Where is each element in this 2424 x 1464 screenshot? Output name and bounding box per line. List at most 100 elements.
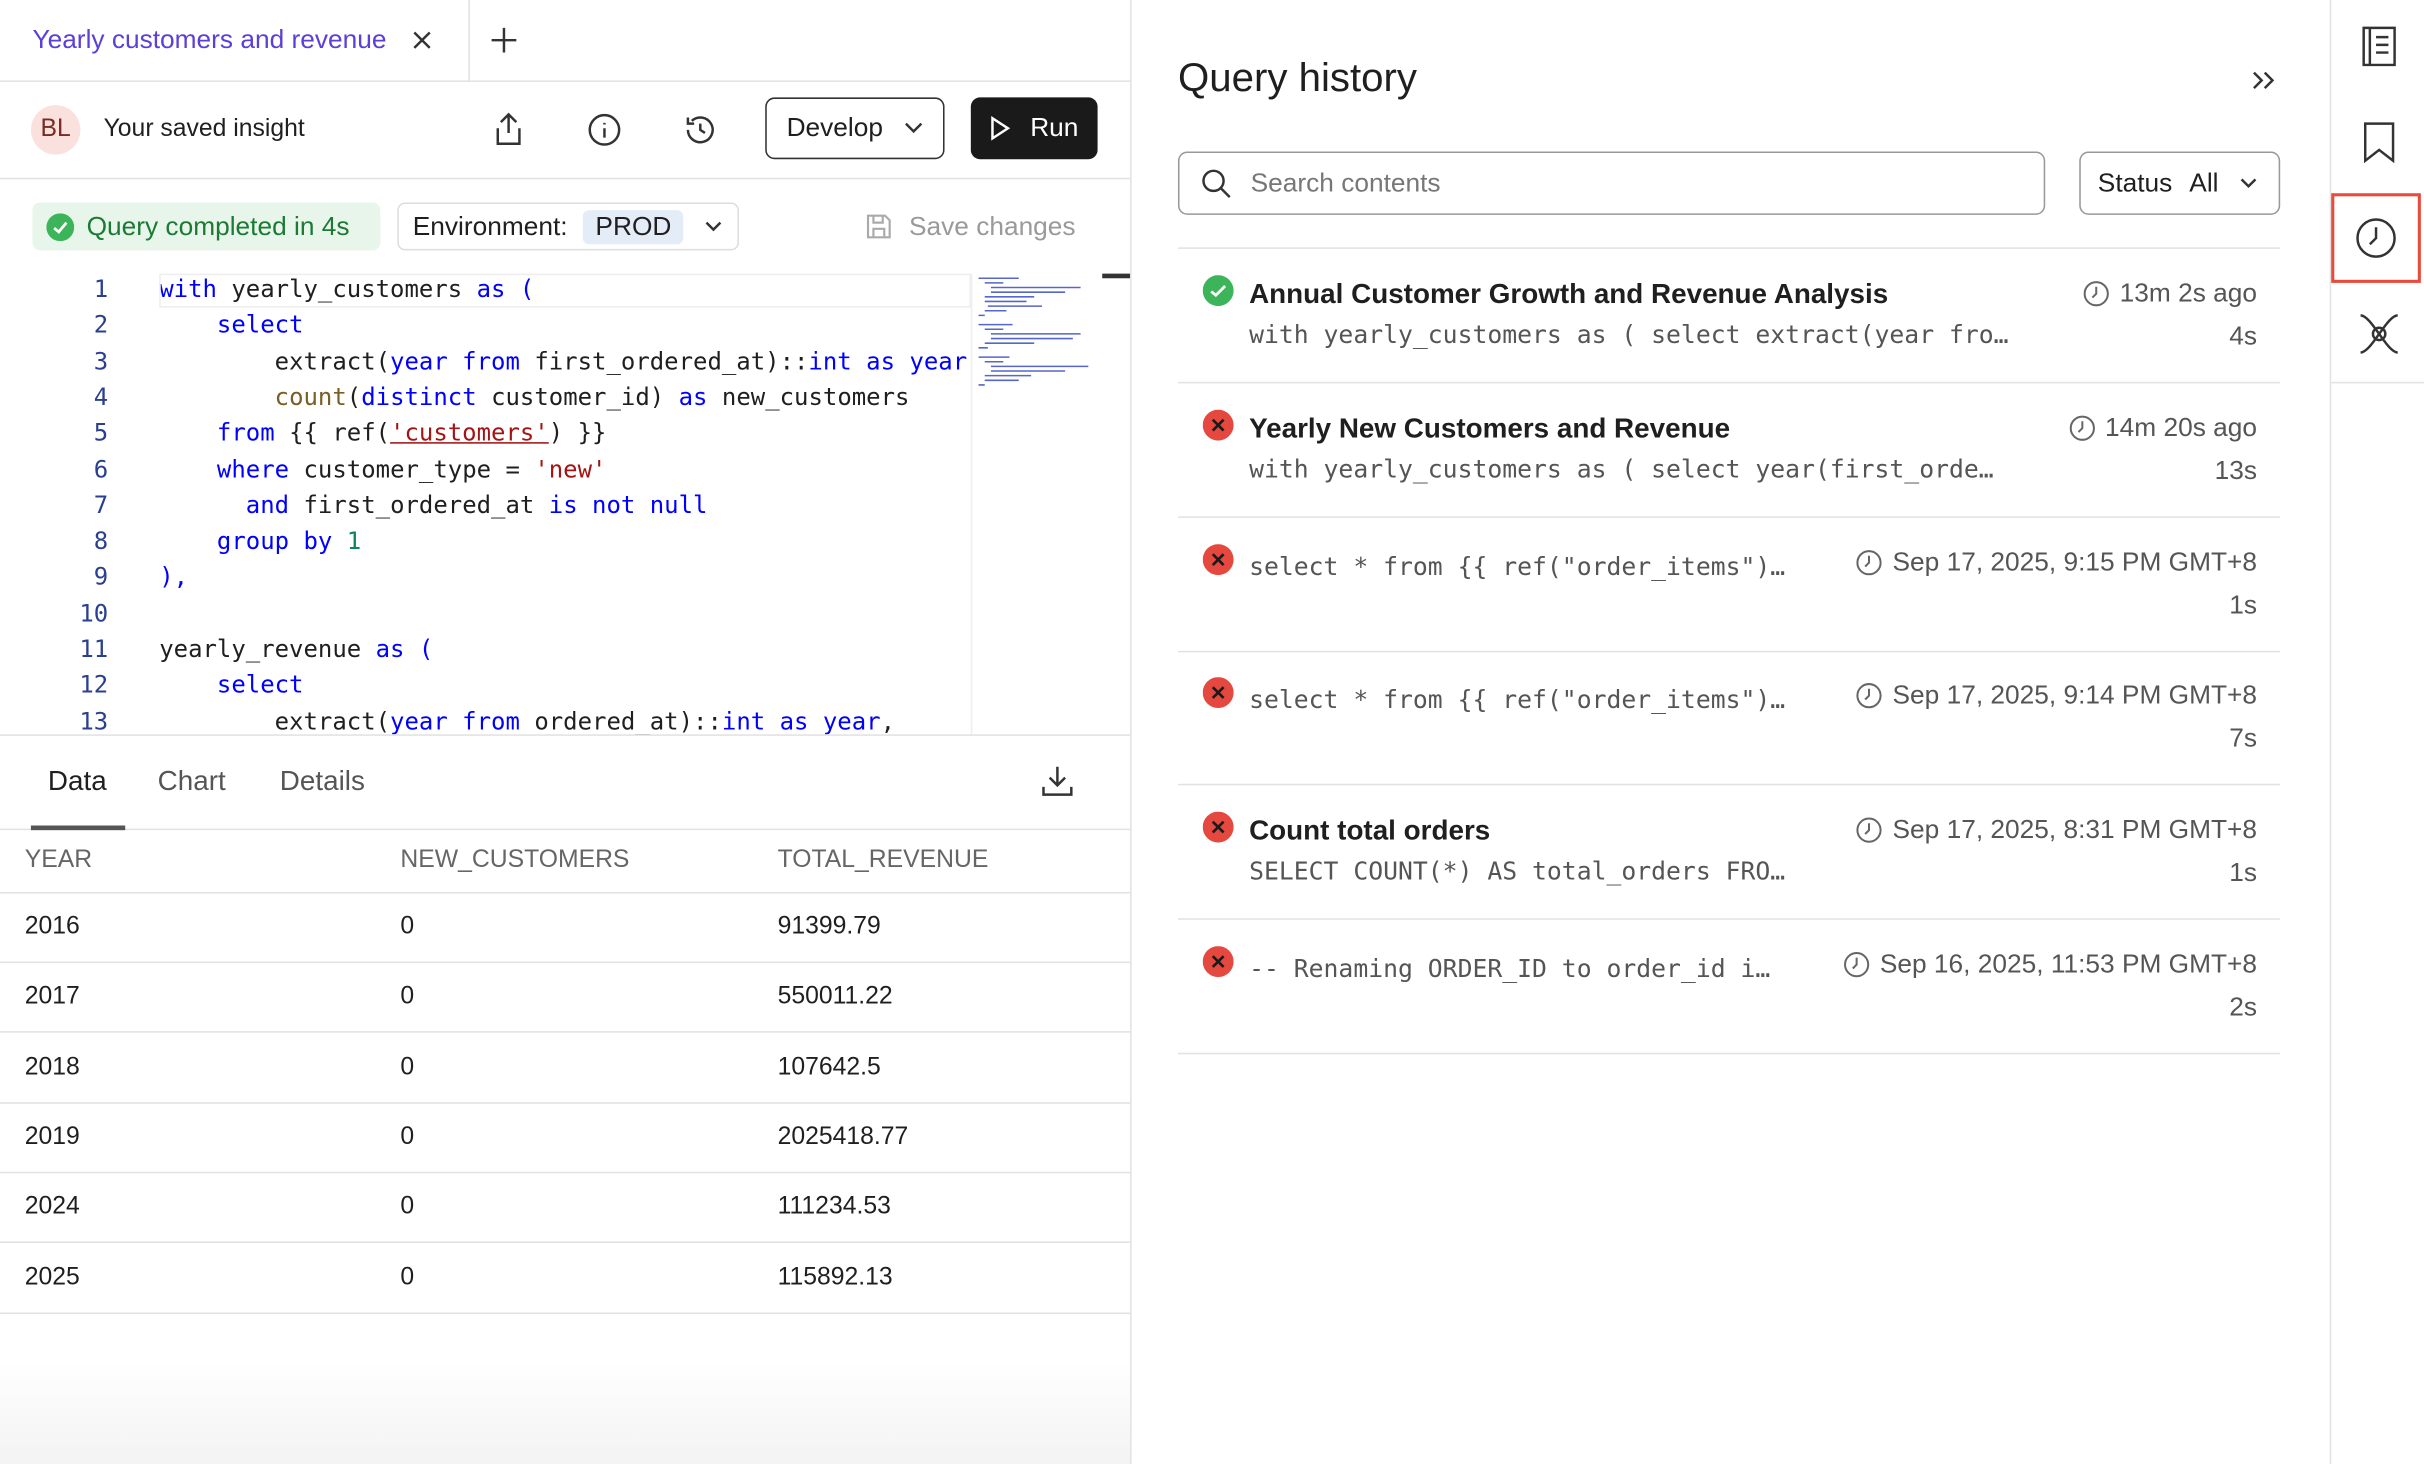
history-duration: 4s (2229, 321, 2258, 351)
history-duration: 13s (2214, 455, 2258, 486)
line-number: 5 (93, 419, 109, 448)
download-button[interactable] (1040, 764, 1074, 798)
version-history-button[interactable] (683, 113, 717, 147)
tab[interactable]: Yearly customers and revenue (0, 0, 470, 82)
minimap-preview (978, 277, 1089, 386)
bookmark-icon[interactable] (2362, 121, 2396, 164)
history-title[interactable]: Count total orders (1249, 814, 1491, 846)
code-line: extract(year from first_ordered_at)::int… (159, 347, 971, 375)
line-number: 6 (93, 455, 109, 484)
run-button[interactable]: Run (970, 97, 1098, 160)
history-duration: 1s (2229, 589, 2258, 620)
history-item[interactable]: select * from {{ ref("order_items")… Sep … (1177, 517, 2281, 652)
run-label[interactable]: Run (1030, 112, 1079, 143)
ai-icon[interactable] (2356, 311, 2402, 357)
column-header: TOTAL_REVENUE (777, 847, 989, 874)
line-number: 9 (93, 563, 109, 592)
tab-close[interactable] (411, 29, 433, 51)
code-token: as (678, 383, 708, 412)
error-icon (1202, 543, 1234, 575)
table-cell: 2017 (24, 983, 80, 1010)
history-time: 13m 2s ago (2083, 278, 2257, 309)
result-tab[interactable]: Details (279, 765, 365, 797)
share-button[interactable] (492, 111, 526, 148)
search-placeholder[interactable]: Search contents (1250, 167, 1441, 198)
code-line: select (159, 671, 304, 700)
new-tab[interactable] (490, 26, 518, 54)
history-item[interactable]: Count total orders SELECT COUNT(*) AS tot… (1177, 786, 2281, 921)
table-cell: 0 (400, 1193, 415, 1221)
clock-icon (1856, 683, 1882, 709)
develop-button[interactable]: Develop (765, 97, 945, 160)
code-token: yearly_revenue (159, 635, 376, 664)
error-icon (1202, 946, 1234, 978)
code-token: distinct (361, 383, 477, 412)
chevron (2240, 178, 2257, 189)
status-text: Query completed in 4s (86, 211, 350, 241)
error-icon (1202, 409, 1234, 441)
code-token: where (159, 455, 290, 484)
code-token: select (159, 671, 304, 700)
scroll-indicator (1102, 273, 1131, 279)
history-item[interactable]: Annual Customer Growth and Revenue Analy… (1177, 249, 2281, 384)
collapse-panel[interactable] (2251, 70, 2279, 92)
history-title[interactable]: Yearly New Customers and Revenue (1249, 412, 1731, 444)
status-badge: Query completed in 4s (32, 202, 381, 251)
code-token: is not null (548, 491, 708, 520)
code-token: ( (346, 383, 362, 412)
history-time-text: Sep 17, 2025, 9:15 PM GMT+8 (1892, 546, 2258, 576)
history-tab-highlight[interactable] (2331, 193, 2421, 283)
result-tab[interactable]: Data (47, 765, 107, 797)
clock-icon (1856, 817, 1882, 844)
history-icon[interactable] (2354, 216, 2397, 259)
table-cell: 111234.53 (777, 1193, 891, 1221)
notebook-icon[interactable] (2357, 25, 2400, 68)
code-token: int as year (808, 347, 968, 376)
environment-value[interactable]: PROD (583, 209, 684, 244)
save-button[interactable]: Save changes (908, 211, 1076, 242)
save-icon (866, 214, 891, 239)
code-token: first_ordered_at):: (519, 347, 809, 376)
code-token: 'customers' (390, 419, 549, 448)
environment-select[interactable]: Environment: PROD (397, 202, 739, 251)
status-filter-label: Status (2097, 167, 2173, 198)
table-row: 2024 0 111234.53 (0, 1172, 1131, 1244)
environment-label: Environment: (412, 211, 568, 241)
result-tab[interactable]: Chart (157, 765, 226, 797)
list-top-border (1177, 247, 2281, 249)
search-box[interactable]: Search contents (1177, 151, 2046, 215)
sidebar-divider (2329, 0, 2332, 1464)
status-filter[interactable]: Status All (2079, 151, 2281, 215)
clock-icon (1844, 952, 1870, 978)
history-item[interactable]: select * from {{ ref("order_items")… Sep … (1177, 651, 2281, 786)
history-snippet: SELECT COUNT(*) AS total_orders FRO… (1249, 856, 1786, 887)
code-token: extract( (159, 707, 391, 735)
develop-label[interactable]: Develop (786, 112, 883, 143)
table-header: YEAR NEW_CUSTOMERS TOTAL_REVENUE (0, 830, 1131, 894)
history-title[interactable]: Annual Customer Growth and Revenue Analy… (1249, 278, 1889, 310)
table-cell: 91399.79 (777, 913, 881, 940)
table-cell: 0 (400, 1123, 415, 1150)
status-filter-value[interactable]: All (2189, 167, 2219, 198)
history-item[interactable]: -- Renaming ORDER_ID to order_id i… Sep 1… (1177, 920, 2281, 1055)
code-token: customer_type = (289, 455, 535, 484)
success-icon (46, 212, 75, 241)
code-token: customer_id) (476, 383, 679, 412)
code-editor[interactable]: 1 with yearly_customers as (2 select 3 ext… (0, 274, 971, 735)
code-token: {{ ref( (274, 419, 391, 448)
code-token: new_customers (707, 383, 910, 412)
line-number: 12 (79, 671, 109, 700)
clock-icon (2069, 415, 2095, 441)
table-cell: 0 (400, 1053, 415, 1080)
info-button[interactable] (587, 113, 621, 147)
line-number: 3 (93, 347, 109, 376)
table-cell: 550011.22 (777, 983, 893, 1010)
code-token: 1 (332, 527, 362, 556)
code-token (159, 383, 274, 411)
divider (0, 177, 1131, 180)
history-time: Sep 16, 2025, 11:53 PM GMT+8 (1843, 949, 2257, 980)
history-item[interactable]: Yearly New Customers and Revenue with yea… (1177, 383, 2281, 518)
current-line (159, 273, 971, 308)
code-token: year from (390, 707, 520, 735)
tab-title[interactable]: Yearly customers and revenue (32, 24, 387, 55)
